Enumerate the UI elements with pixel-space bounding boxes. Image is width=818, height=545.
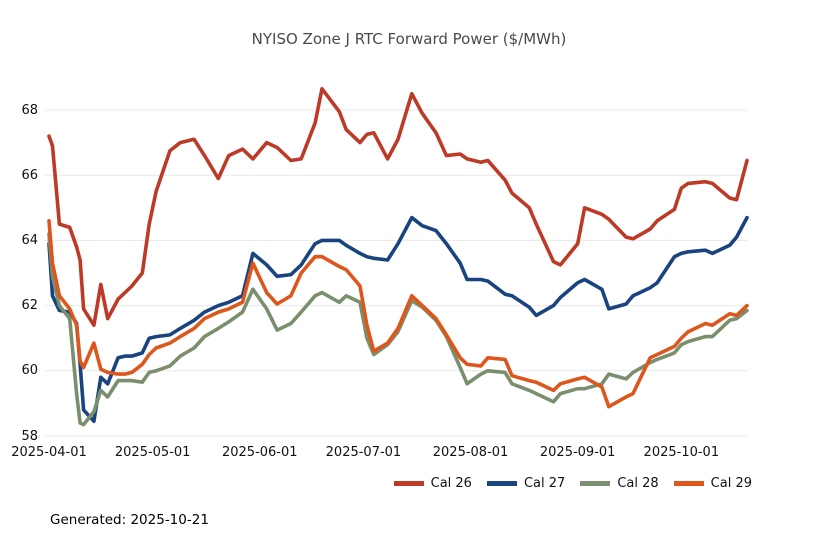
- legend-item-cal-26: Cal 26: [393, 476, 472, 491]
- line-cal-28: [47, 232, 749, 427]
- x-tick-label: 2025-07-01: [325, 445, 402, 460]
- legend-item-cal-28: Cal 28: [580, 476, 659, 491]
- legend-label: Cal 29: [710, 476, 752, 491]
- legend-swatch: [393, 481, 424, 486]
- legend-swatch: [673, 481, 704, 486]
- x-tick-label: 2025-06-01: [221, 445, 298, 460]
- legend-item-cal-29: Cal 29: [673, 476, 752, 491]
- x-tick-label: 2025-08-01: [432, 445, 509, 460]
- generated-timestamp: Generated: 2025-10-21: [50, 512, 209, 528]
- chart-title: NYISO Zone J RTC Forward Power ($/MWh): [251, 30, 567, 48]
- legend-swatch: [580, 481, 611, 486]
- y-tick-label: 58: [21, 428, 38, 444]
- y-tick-label: 60: [21, 363, 38, 379]
- x-tick-label: 2025-05-01: [114, 445, 191, 460]
- x-tick-label: 2025-10-01: [643, 445, 720, 460]
- x-tick-label: 2025-04-01: [11, 445, 87, 460]
- legend-swatch: [486, 481, 517, 486]
- y-tick-label: 66: [21, 167, 38, 183]
- y-tick-label: 64: [21, 232, 38, 248]
- y-tick-label: 68: [21, 102, 38, 118]
- x-tick-label: 2025-09-01: [539, 445, 616, 460]
- legend-label: Cal 26: [430, 476, 472, 491]
- line-cal-27: [47, 215, 749, 424]
- line-cal-29: [47, 219, 749, 409]
- legend-label: Cal 28: [617, 476, 659, 491]
- y-tick-label: 62: [21, 298, 38, 314]
- legend-item-cal-27: Cal 27: [486, 476, 566, 491]
- line-cal-26: [47, 87, 749, 328]
- legend-label: Cal 27: [523, 476, 566, 491]
- legend: Cal 26 Cal 27 Cal 28 Cal 29: [393, 476, 752, 491]
